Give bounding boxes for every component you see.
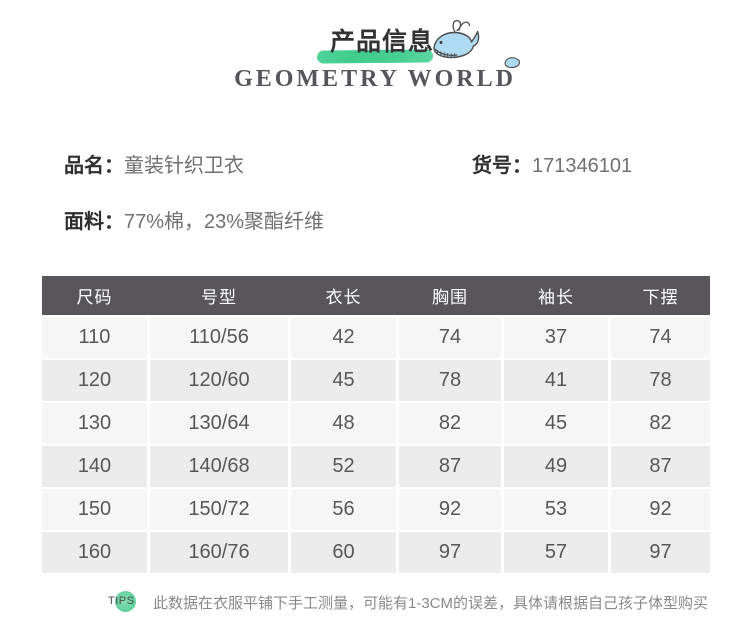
cell-sleeve: 45: [504, 403, 608, 444]
product-fabric-row: 面料：77%棉，23%聚酯纤维: [64, 205, 324, 234]
table-row: 120 120/60 45 78 41 78: [42, 360, 710, 401]
whale-doodle-icon: [433, 19, 480, 59]
page-title-text: 产品信息: [330, 28, 435, 56]
product-sku-row: 货号：171346101: [472, 149, 632, 178]
cell-hem: 74: [611, 317, 710, 358]
cell-size: 160: [42, 532, 147, 573]
cell-chest: 87: [399, 446, 501, 487]
cell-sleeve: 37: [504, 317, 608, 358]
cell-length: 52: [291, 446, 396, 487]
column-header-length: 衣长: [325, 288, 362, 307]
column-header-sleeve: 袖长: [538, 288, 574, 307]
tips-highlight-blob: [115, 591, 136, 612]
column-header-size: 尺码: [76, 288, 113, 307]
cell-model: 120/60: [150, 360, 288, 401]
cell-size: 120: [42, 360, 147, 401]
brand-name: GEOMETRY WORLD: [234, 66, 516, 92]
product-name-row: 品名：童装针织卫衣: [64, 149, 244, 178]
water-drop-icon: [504, 57, 520, 69]
cell-sleeve: 53: [504, 489, 608, 530]
column-header-chest: 胸围: [432, 288, 468, 307]
cell-length: 48: [291, 403, 396, 444]
cell-chest: 82: [399, 403, 501, 444]
product-fabric-label: 面料：: [64, 211, 124, 233]
table-row: 160 160/76 60 97 57 97: [42, 532, 710, 573]
cell-model: 160/76: [150, 532, 288, 573]
cell-length: 60: [291, 532, 396, 573]
tips-text: 此数据在衣服平铺下手工测量，可能有1-3CM的误差，具体请根据自己孩子体型购买: [153, 594, 709, 612]
product-fabric-value: 77%棉，23%聚酯纤维: [124, 211, 325, 233]
cell-hem: 87: [611, 446, 710, 487]
cell-size: 130: [42, 403, 147, 444]
cell-chest: 74: [399, 317, 501, 358]
cell-length: 56: [291, 489, 396, 530]
cell-size: 150: [42, 489, 147, 530]
size-chart-table: 尺码 号型 衣长 胸围 袖长 下摆 110 110/56 42 74 37 74…: [42, 276, 710, 573]
table-row: 110 110/56 42 74 37 74: [42, 317, 710, 358]
cell-sleeve: 41: [504, 360, 608, 401]
product-name-label: 品名：: [64, 155, 124, 177]
cell-chest: 92: [399, 489, 501, 530]
table-row: 150 150/72 56 92 53 92: [42, 489, 710, 530]
tips-note: TIPS 此数据在衣服平铺下手工测量，可能有1-3CM的误差，具体请根据自己孩子…: [108, 591, 708, 613]
tips-badge-label: TIPS: [108, 595, 135, 607]
cell-sleeve: 49: [504, 446, 608, 487]
table-row: 140 140/68 52 87 49 87: [42, 446, 710, 487]
cell-length: 45: [291, 360, 396, 401]
cell-model: 110/56: [150, 317, 288, 358]
cell-model: 130/64: [150, 403, 288, 444]
column-header-model: 号型: [201, 288, 237, 307]
cell-hem: 92: [611, 489, 710, 530]
cell-hem: 82: [611, 403, 710, 444]
product-name-value: 童装针织卫衣: [124, 155, 244, 177]
cell-model: 140/68: [150, 446, 288, 487]
cell-hem: 78: [611, 360, 710, 401]
cell-size: 140: [42, 446, 147, 487]
product-sku-value: 171346101: [532, 155, 633, 177]
column-header-hem: 下摆: [642, 288, 679, 307]
cell-model: 150/72: [150, 489, 288, 530]
cell-size: 110: [42, 317, 147, 358]
table-header-row: 尺码 号型 衣长 胸围 袖长 下摆: [42, 276, 710, 315]
table-row: 130 130/64 48 82 45 82: [42, 403, 710, 444]
cell-hem: 97: [611, 532, 710, 573]
cell-sleeve: 57: [504, 532, 608, 573]
product-sku-label: 货号：: [472, 155, 532, 177]
page-title: 产品信息: [316, 27, 435, 64]
cell-length: 42: [291, 317, 396, 358]
cell-chest: 78: [399, 360, 501, 401]
tips-badge: TIPS: [108, 591, 142, 613]
cell-chest: 97: [399, 532, 501, 573]
